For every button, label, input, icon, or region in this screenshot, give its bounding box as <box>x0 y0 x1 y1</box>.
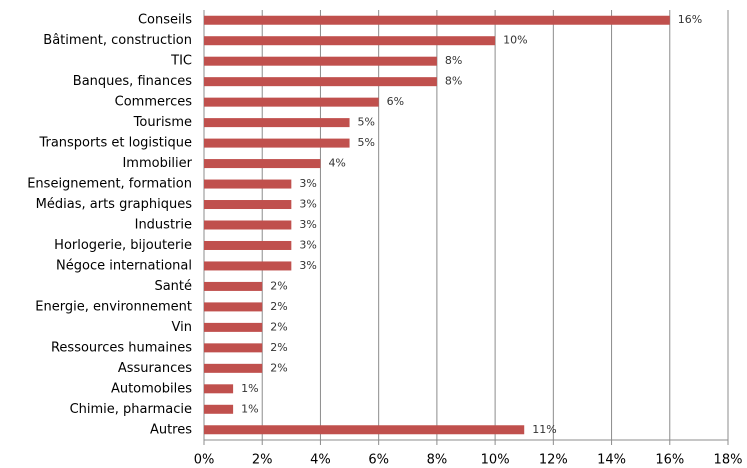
bar <box>204 404 234 414</box>
data-label: 5% <box>358 116 375 129</box>
data-label: 16% <box>678 13 702 26</box>
x-tick-label: 10% <box>481 453 510 468</box>
bar <box>204 77 437 87</box>
data-label: 4% <box>328 157 345 170</box>
bar <box>204 159 321 169</box>
data-label: 6% <box>387 95 404 108</box>
bar <box>204 281 263 291</box>
x-tick-label: 2% <box>252 453 273 468</box>
data-label: 5% <box>358 136 375 149</box>
bar <box>204 15 670 25</box>
data-label: 10% <box>503 34 527 47</box>
bar <box>204 179 292 189</box>
x-tick-label: 4% <box>310 453 331 468</box>
y-tick-label: Conseils <box>138 13 192 28</box>
y-tick-label: Industrie <box>135 218 192 233</box>
bar <box>204 220 292 230</box>
data-label: 2% <box>270 300 287 313</box>
data-label: 3% <box>299 259 316 272</box>
x-tick-label: 0% <box>194 453 215 468</box>
x-tick-label: 18% <box>714 453 743 468</box>
bar <box>204 302 263 312</box>
bar <box>204 261 292 271</box>
x-tick-label: 8% <box>427 453 448 468</box>
x-tick-label: 12% <box>539 453 568 468</box>
bar <box>204 118 350 128</box>
y-tick-label: Commerces <box>115 95 193 110</box>
bar <box>204 138 350 148</box>
bar <box>204 322 263 332</box>
data-label: 2% <box>270 361 287 374</box>
bar <box>204 56 437 66</box>
y-tick-label: Transports et logistique <box>38 136 192 151</box>
y-tick-label: Tourisme <box>133 115 192 130</box>
data-label: 11% <box>532 423 556 436</box>
y-tick-label: Médias, arts graphiques <box>36 197 193 212</box>
data-label: 3% <box>299 238 316 251</box>
y-tick-label: Ressources humaines <box>51 340 192 355</box>
y-tick-label: Assurances <box>118 361 192 376</box>
data-label: 3% <box>299 198 316 211</box>
y-tick-label: Chimie, pharmacie <box>70 402 192 417</box>
y-tick-label: Automobiles <box>111 381 192 396</box>
data-label: 2% <box>270 341 287 354</box>
y-tick-label: Négoce international <box>56 258 192 273</box>
y-tick-label: Energie, environnement <box>35 299 192 314</box>
bar <box>204 200 292 210</box>
data-label: 1% <box>241 382 258 395</box>
y-tick-label: Santé <box>154 279 192 294</box>
bar <box>204 36 496 46</box>
x-tick-label: 6% <box>368 453 389 468</box>
bar <box>204 240 292 250</box>
y-tick-label: Banques, finances <box>73 74 192 89</box>
bar <box>204 384 234 394</box>
y-tick-label: Vin <box>172 320 192 335</box>
data-label: 2% <box>270 279 287 292</box>
y-tick-label: Horlogerie, bijouterie <box>54 238 192 253</box>
bar <box>204 343 263 353</box>
y-tick-label: Enseignement, formation <box>27 177 192 192</box>
x-tick-label: 14% <box>597 453 626 468</box>
x-tick-label: 16% <box>655 453 684 468</box>
y-tick-label: TIC <box>170 54 192 69</box>
data-label: 1% <box>241 402 258 415</box>
data-label: 8% <box>445 75 462 88</box>
data-label: 3% <box>299 177 316 190</box>
bar <box>204 97 379 107</box>
y-tick-label: Bâtiment, construction <box>43 33 192 48</box>
bar <box>204 425 525 435</box>
data-label: 3% <box>299 218 316 231</box>
data-label: 2% <box>270 320 287 333</box>
data-label: 8% <box>445 54 462 67</box>
y-tick-label: Autres <box>150 422 192 437</box>
y-tick-label: Immobilier <box>122 156 192 171</box>
bar <box>204 363 263 373</box>
